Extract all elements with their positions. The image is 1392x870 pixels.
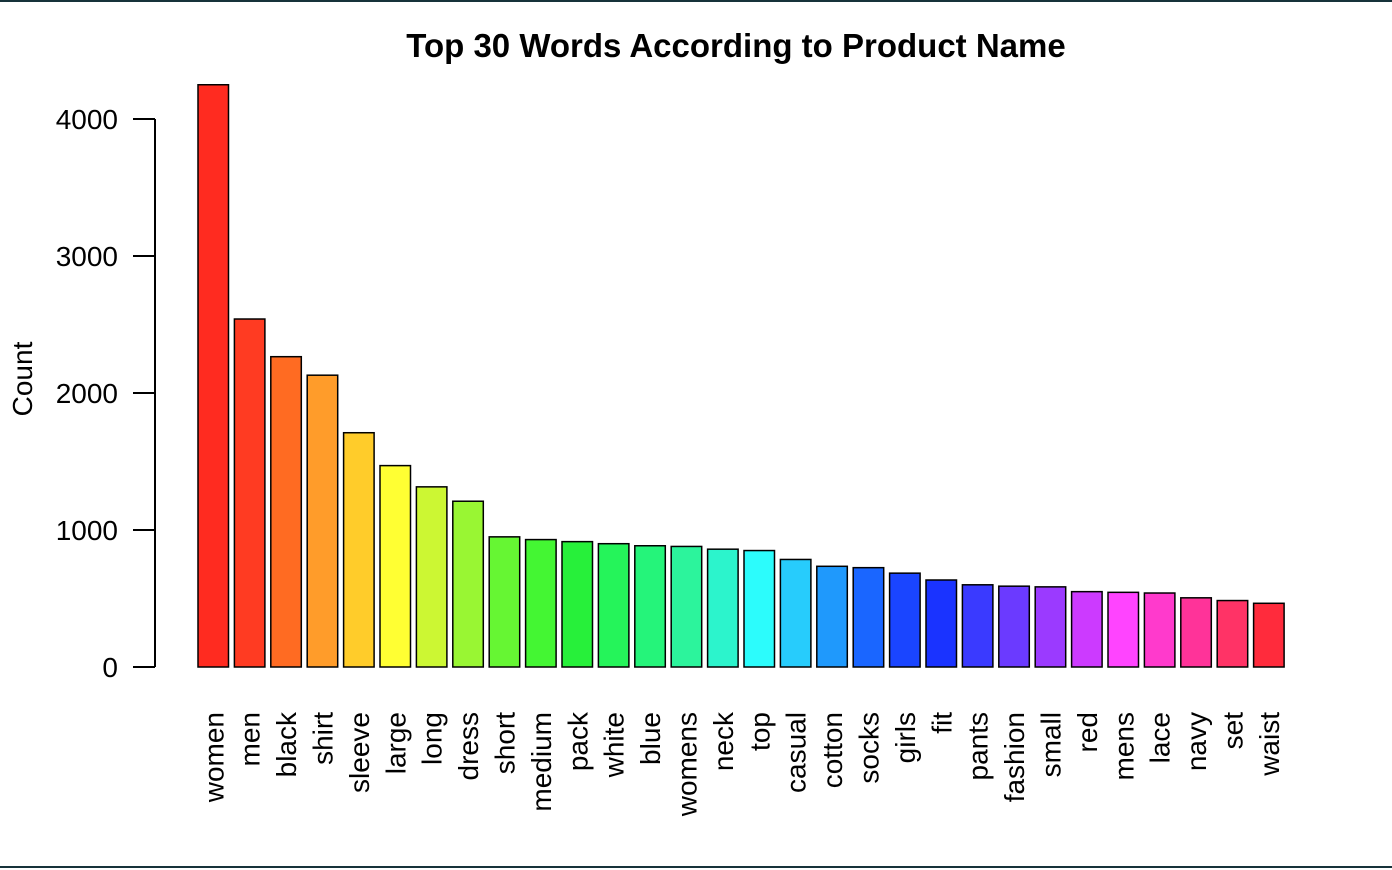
bar-short — [488, 536, 521, 668]
bar-red — [1070, 590, 1103, 668]
bars-group — [197, 84, 1285, 668]
y-tick-label: 0 — [102, 652, 118, 683]
x-tick-label: navy — [1181, 712, 1212, 771]
bar-dress — [452, 500, 485, 668]
bar-sleeve — [342, 431, 375, 668]
bar-mens — [1107, 591, 1140, 668]
bar-women — [197, 84, 230, 668]
x-tick-label: large — [380, 712, 411, 774]
y-tick-label: 3000 — [56, 241, 118, 272]
x-tick-label: sleeve — [344, 712, 375, 793]
bar-pants — [961, 584, 994, 668]
x-tick-label: dress — [453, 712, 484, 780]
y-tick-label: 1000 — [56, 515, 118, 546]
y-tick-label: 4000 — [56, 104, 118, 135]
x-tick-label: fit — [926, 712, 957, 734]
bar-large — [379, 464, 412, 668]
x-tick-label: long — [417, 712, 448, 765]
x-tick-label: small — [1035, 712, 1066, 777]
bar-pack — [561, 540, 594, 668]
bar-neck — [706, 548, 739, 668]
bar-cotton — [816, 565, 849, 668]
x-tick-label: red — [1072, 712, 1103, 752]
x-tick-label: girls — [890, 712, 921, 763]
bar-black — [270, 355, 303, 668]
bar-top — [743, 549, 776, 668]
x-tick-label: pants — [963, 712, 994, 781]
x-tick-label: short — [489, 712, 520, 774]
x-tick-label: waist — [1254, 712, 1285, 777]
bar-navy — [1180, 597, 1213, 668]
x-tick-label: blue — [635, 712, 666, 765]
bar-waist — [1252, 602, 1285, 668]
x-tick-label: casual — [781, 712, 812, 793]
bar-fit — [925, 579, 958, 668]
bar-medium — [524, 538, 557, 668]
x-tick-label: white — [599, 712, 630, 778]
bar-set — [1216, 599, 1249, 668]
y-axis: 0 1000 2000 3000 4000 — [56, 104, 156, 683]
bar-lace — [1143, 592, 1176, 668]
x-tick-label: shirt — [307, 712, 338, 765]
x-tick-label: top — [744, 712, 775, 751]
x-tick-label: mens — [1108, 712, 1139, 780]
bar-small — [1034, 586, 1067, 668]
x-tick-label: neck — [708, 711, 739, 771]
x-tick-label: fashion — [999, 712, 1030, 802]
bar-casual — [779, 558, 812, 668]
x-tick-label: cotton — [817, 712, 848, 788]
bar-socks — [852, 566, 885, 668]
bar-womens — [670, 545, 703, 668]
y-tick-label: 2000 — [56, 378, 118, 409]
x-tick-label: socks — [853, 712, 884, 784]
bar-shirt — [306, 374, 339, 668]
x-tick-label: womens — [671, 712, 702, 817]
bar-fashion — [998, 585, 1031, 668]
bar-long — [415, 486, 448, 668]
x-tick-label: women — [198, 712, 229, 803]
bar-blue — [634, 545, 667, 668]
chart-title: Top 30 Words According to Product Name — [406, 27, 1065, 64]
x-tick-label: black — [271, 711, 302, 777]
x-tick-labels: women men black shirt sleeve large long dress sh… — [198, 711, 1285, 817]
bar-girls — [888, 572, 921, 668]
bar-white — [597, 542, 630, 668]
bar-men — [233, 318, 266, 668]
x-tick-label: lace — [1145, 712, 1176, 763]
x-tick-label: men — [235, 712, 266, 766]
x-tick-label: set — [1217, 712, 1248, 750]
y-axis-label: Count — [7, 341, 38, 416]
x-tick-label: medium — [526, 712, 557, 812]
x-tick-label: pack — [562, 711, 593, 771]
